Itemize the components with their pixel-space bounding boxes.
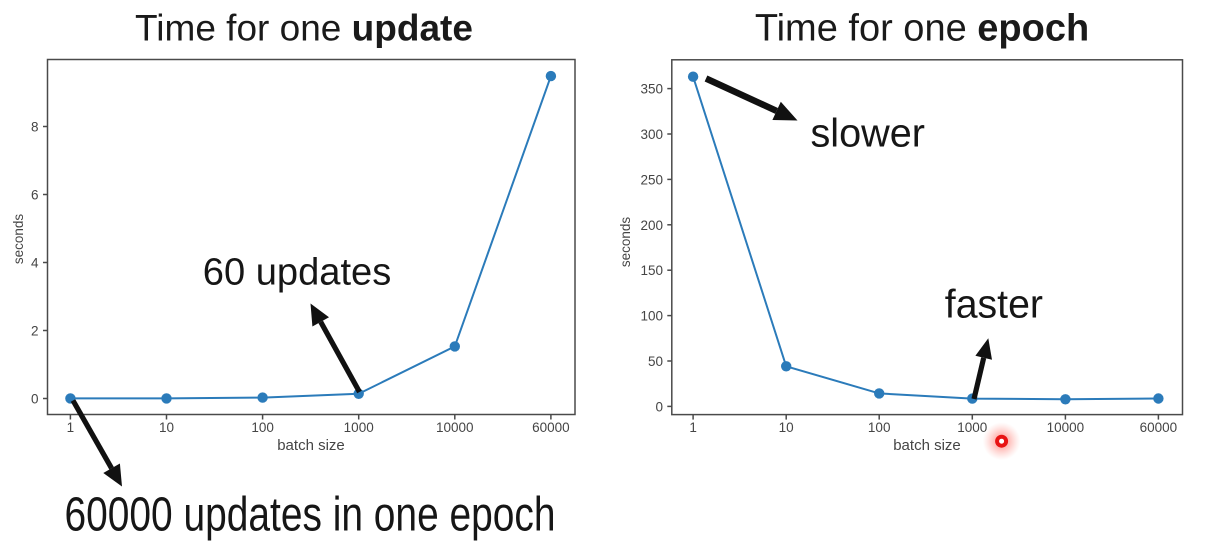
svg-text:200: 200	[640, 218, 663, 233]
svg-text:faster: faster	[945, 282, 1043, 326]
svg-text:1000: 1000	[957, 420, 987, 435]
svg-text:6: 6	[31, 188, 39, 203]
svg-text:4: 4	[31, 256, 39, 271]
svg-text:60 updates: 60 updates	[203, 252, 391, 294]
svg-text:10000: 10000	[436, 420, 474, 435]
svg-text:0: 0	[655, 399, 663, 414]
svg-text:1000: 1000	[344, 420, 374, 435]
svg-text:150: 150	[640, 263, 663, 278]
svg-text:350: 350	[640, 82, 663, 97]
svg-text:8: 8	[31, 120, 39, 135]
svg-text:1: 1	[689, 420, 697, 435]
svg-text:10000: 10000	[1047, 420, 1085, 435]
svg-text:Time for one update: Time for one update	[135, 8, 473, 49]
svg-text:batch size: batch size	[277, 437, 345, 454]
svg-text:10: 10	[159, 420, 174, 435]
svg-text:batch size: batch size	[893, 437, 961, 454]
svg-text:60000: 60000	[532, 420, 570, 435]
svg-text:60000: 60000	[1140, 420, 1178, 435]
svg-text:100: 100	[251, 420, 274, 435]
svg-text:100: 100	[868, 420, 891, 435]
svg-text:2: 2	[31, 324, 39, 339]
svg-text:slower: slower	[811, 111, 926, 155]
svg-text:Time for one epoch: Time for one epoch	[755, 8, 1089, 50]
svg-text:300: 300	[640, 127, 663, 142]
svg-text:100: 100	[640, 309, 663, 324]
svg-text:10: 10	[779, 420, 794, 435]
svg-text:1: 1	[67, 420, 75, 435]
svg-text:0: 0	[31, 392, 39, 407]
svg-text:seconds: seconds	[11, 214, 26, 265]
svg-text:250: 250	[640, 172, 663, 187]
svg-text:50: 50	[648, 354, 663, 369]
svg-text:seconds: seconds	[618, 217, 633, 268]
svg-text:60000 updates in one epoch: 60000 updates in one epoch	[65, 489, 556, 542]
